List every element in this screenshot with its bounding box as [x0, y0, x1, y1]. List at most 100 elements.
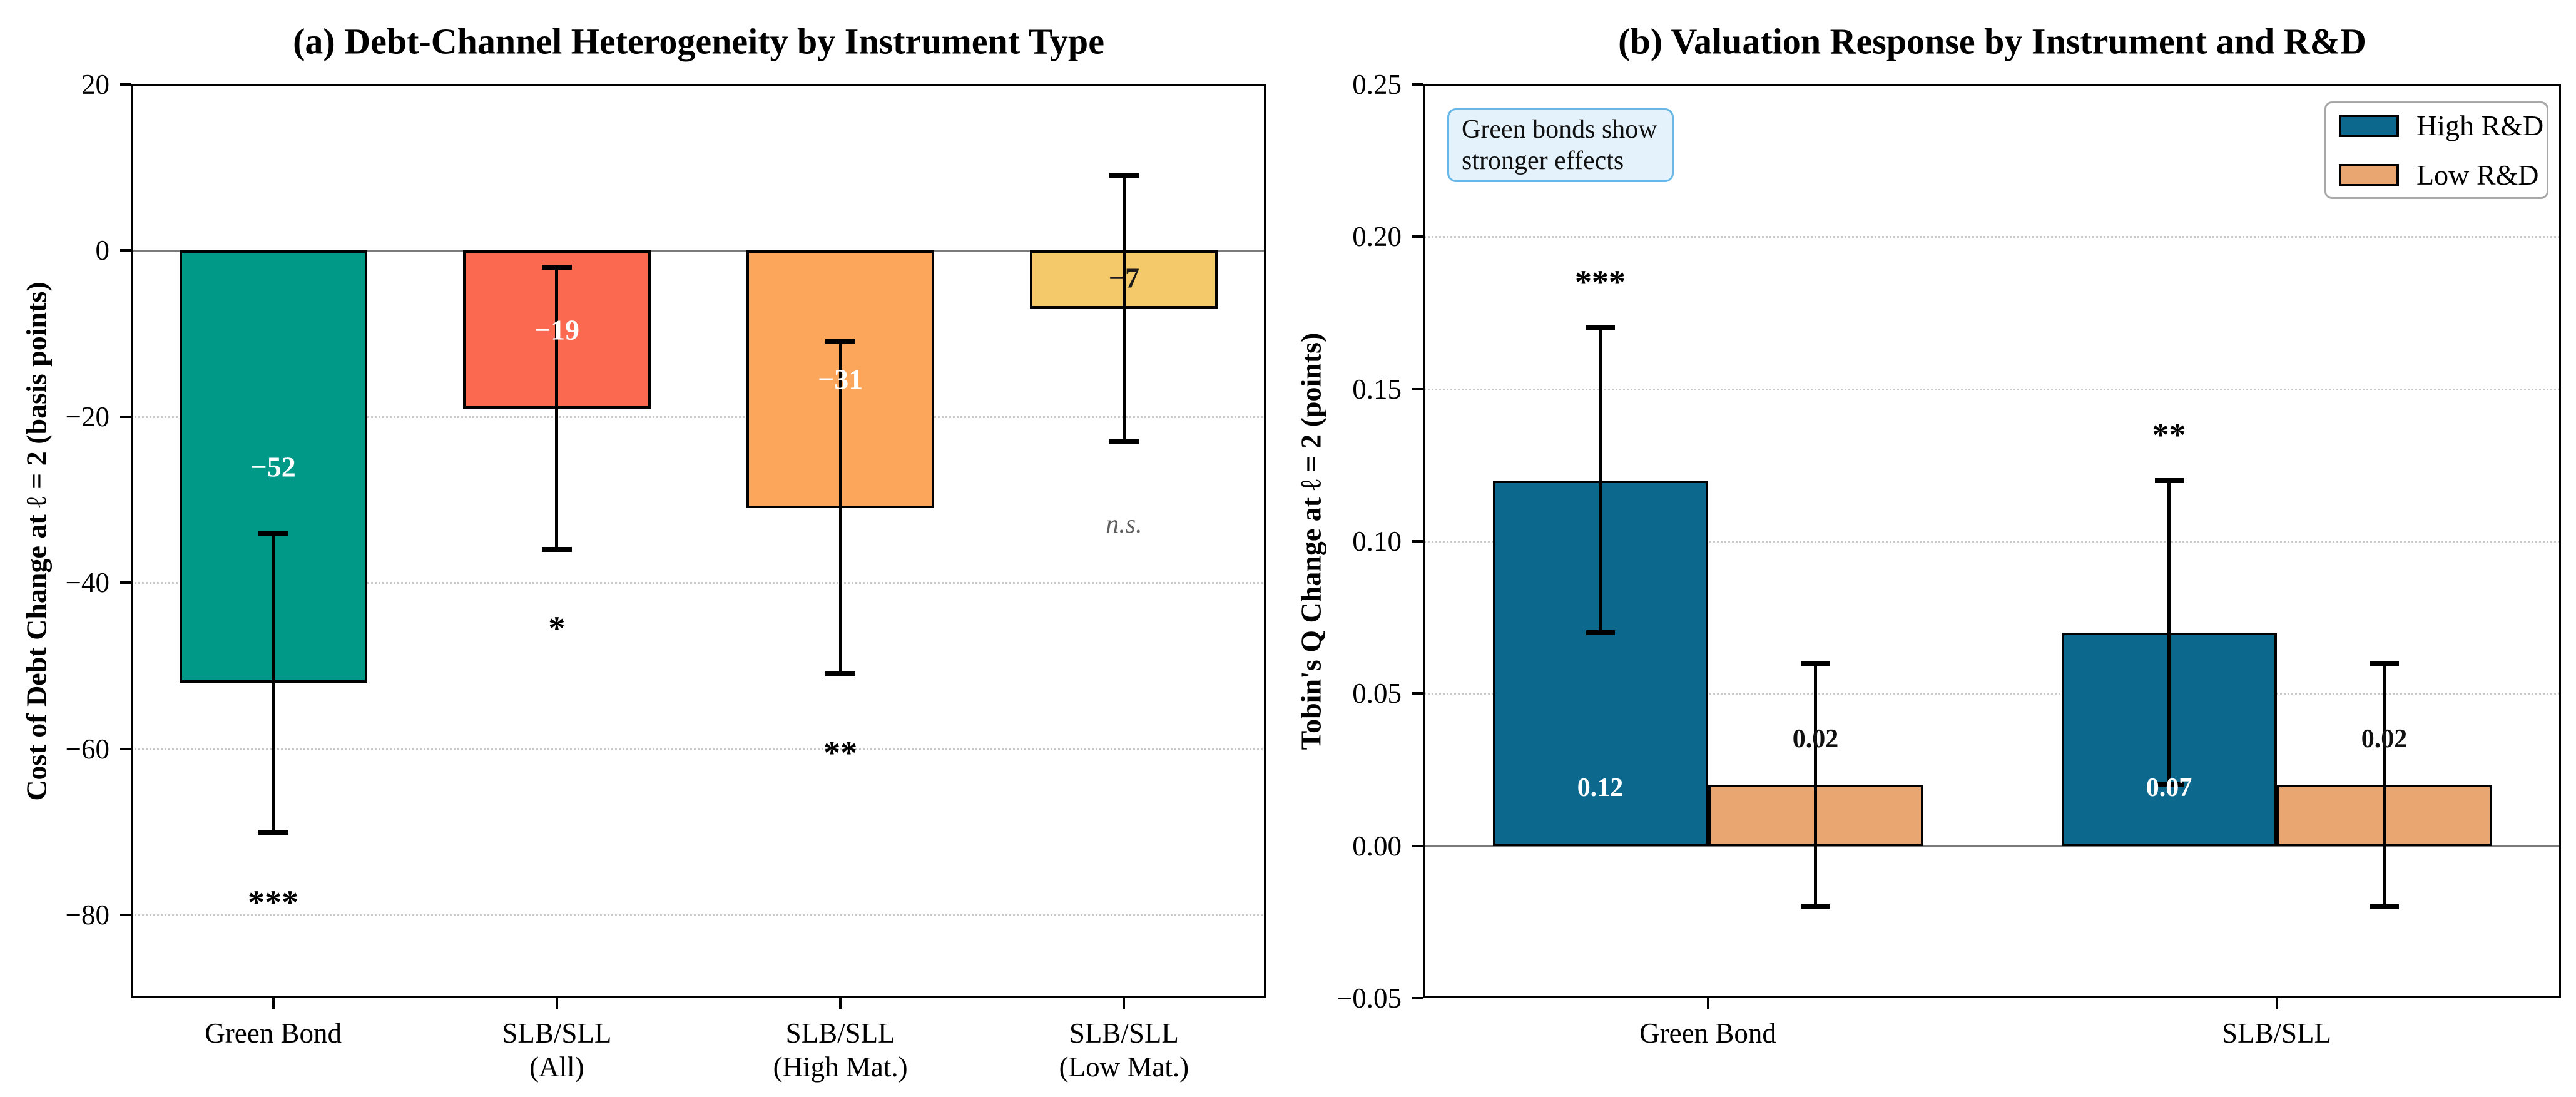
panel-a-zero-line: [131, 249, 1266, 252]
panel-b-y-tick-label: 0.00: [1352, 830, 1402, 862]
panel-b-annotation-line-1: stronger effects: [1462, 146, 1624, 175]
panel-a-bar-value-label-2: −31: [818, 363, 863, 395]
panel-b-error-bar-line-1: [1814, 663, 1817, 907]
panel-a-y-tick-mark: [120, 747, 131, 750]
panel-b-x-tick-label: SLB/SLL: [2221, 1018, 2332, 1049]
panel-b-gridline: [1423, 693, 2561, 695]
panel-b-x-tick-mark: [1706, 998, 1709, 1009]
panel-a-x-tick-mark: [839, 998, 842, 1009]
panel-b-x-tick-label: Green Bond: [1639, 1018, 1776, 1049]
panel-b-y-tick-mark: [1412, 540, 1423, 543]
panel-b-annotation-line-0: Green bonds show: [1462, 115, 1657, 144]
panel-a-y-tick-label: 20: [81, 69, 109, 100]
panel-a-y-tick-mark: [120, 581, 131, 584]
panel-b-significance-label-2: **: [2152, 416, 2186, 454]
panel-b-y-tick-label: 0.05: [1352, 678, 1402, 710]
panel-b-legend-label-1: Low R&D: [2416, 159, 2539, 191]
panel-b-y-axis-label: Tobin's Q Change at ℓ = 2 (points): [1295, 332, 1327, 750]
panel-a-y-tick-mark: [120, 83, 131, 86]
panel-a-y-tick-label: 0: [95, 235, 110, 267]
panel-a-error-bar-cap-2-1: [825, 671, 856, 677]
panel-a-error-bar-line-3: [1122, 176, 1126, 442]
panel-a-x-tick-label: (Low Mat.): [1059, 1051, 1189, 1083]
panel-b-bar-value-label-1: 0.02: [1792, 725, 1839, 754]
panel-a-y-tick-mark: [120, 415, 131, 418]
panel-a-x-tick-label: SLB/SLL: [502, 1018, 612, 1049]
panel-b-legend: High R&D Low R&D: [2324, 101, 2548, 199]
panel-a-error-bar-line-2: [838, 342, 842, 675]
panel-a-gridline: [131, 914, 1266, 917]
panel-b-error-bar-cap-0-1: [1586, 630, 1615, 635]
panel-a-error-bar-cap-0-1: [258, 829, 288, 835]
panel-a-bar-value-label-1: −19: [534, 314, 579, 346]
panel-b-error-bar-cap-3-0: [2370, 660, 2399, 666]
panel-b-bar-0: [1492, 480, 1708, 846]
panel-b-error-bar-line-3: [2383, 663, 2386, 907]
panel-a-x-tick-label: (All): [529, 1051, 584, 1083]
panel-b-y-tick-mark: [1412, 387, 1423, 390]
panel-b-error-bar-cap-3-1: [2370, 904, 2399, 909]
panel-b-error-bar-cap-2-1: [2154, 782, 2184, 788]
panel-b-bar-value-label-3: 0.02: [2361, 725, 2408, 754]
panel-a-error-bar-cap-3-1: [1109, 439, 1139, 444]
panel-b-y-tick-label: 0.20: [1352, 221, 1402, 253]
panel-a-error-bar-cap-0-0: [258, 530, 288, 536]
panel-a-error-bar-line-0: [272, 533, 275, 832]
panel-b-y-tick-mark: [1412, 692, 1423, 695]
panel-b-legend-item-0: High R&D: [2339, 109, 2543, 142]
panel-b-error-bar-cap-1-1: [1801, 904, 1830, 909]
panel-b-y-tick-label: 0.15: [1352, 373, 1402, 405]
panel-a-gridline: [131, 416, 1266, 418]
panel-b-error-bar-cap-1-0: [1801, 660, 1830, 666]
panel-a-title: (a) Debt-Channel Heterogeneity by Instru…: [293, 21, 1104, 62]
panel-a-y-tick-label: −20: [65, 401, 109, 432]
panel-b-gridline: [1423, 541, 2561, 543]
panel-a-x-tick-label: Green Bond: [205, 1018, 342, 1049]
panel-b-bar-value-label-2: 0.07: [2146, 773, 2192, 803]
panel-a-significance-label-0: ***: [248, 884, 299, 922]
panel-a-gridline: [131, 748, 1266, 750]
panel-b-y-tick-mark: [1412, 997, 1423, 999]
panel-a-significance-label-1: *: [548, 610, 566, 648]
panel-b-y-tick-mark: [1412, 83, 1423, 86]
panel-a-x-tick-label: SLB/SLL: [1069, 1018, 1179, 1049]
panel-b-plot-frame: [1423, 84, 2561, 998]
panel-a-y-tick-label: −80: [65, 899, 109, 931]
panel-b-significance-label-0: ***: [1575, 263, 1626, 302]
panel-b-gridline: [1423, 388, 2561, 390]
panel-b-zero-line: [1423, 845, 2561, 847]
panel-b-legend-swatch-1: [2339, 163, 2399, 186]
panel-a-y-tick-label: −60: [65, 733, 109, 765]
panel-a-significance-label-3: n.s.: [1106, 510, 1143, 539]
panel-b-y-tick-mark: [1412, 844, 1423, 847]
panel-a-error-bar-cap-3-0: [1109, 173, 1139, 178]
panel-b-bar-value-label-0: 0.12: [1577, 773, 1624, 803]
panel-b-legend-item-1: Low R&D: [2339, 158, 2539, 191]
panel-a-y-axis-label: Cost of Debt Change at ℓ = 2 (basis poin…: [20, 282, 53, 801]
panel-a-error-bar-line-1: [555, 267, 559, 550]
panel-a-error-bar-cap-1-0: [541, 265, 572, 270]
panel-a-gridline: [131, 582, 1266, 584]
panel-b-error-bar-cap-2-0: [2154, 477, 2184, 483]
panel-b-title: (b) Valuation Response by Instrument and…: [1618, 21, 2366, 62]
panel-a-x-tick-label: (High Mat.): [773, 1051, 908, 1083]
panel-a-plot-frame: [131, 84, 1266, 998]
panel-a-x-tick-mark: [272, 998, 275, 1009]
panel-b-error-bar-line-2: [2167, 480, 2171, 785]
panel-a-x-tick-mark: [1123, 998, 1126, 1009]
panel-a-x-tick-mark: [555, 998, 558, 1009]
panel-a-x-tick-label: SLB/SLL: [785, 1018, 895, 1049]
panel-b-y-tick-label: 0.25: [1352, 69, 1402, 100]
panel-b-error-bar-cap-0-0: [1586, 325, 1615, 331]
panel-a-bar-value-label-0: −52: [250, 451, 296, 483]
panel-a-y-tick-label: −40: [65, 567, 109, 599]
panel-a-bar-value-label-3: −7: [1108, 262, 1139, 294]
panel-a-significance-label-2: **: [823, 734, 858, 772]
panel-b-x-tick-mark: [2275, 998, 2278, 1009]
panel-b-legend-swatch-0: [2339, 114, 2399, 137]
panel-b-y-tick-mark: [1412, 235, 1423, 238]
panel-b-y-tick-label: −0.05: [1336, 982, 1402, 1014]
panel-b-annotation-box: Green bonds show stronger effects: [1447, 108, 1674, 182]
panel-a-error-bar-cap-2-0: [825, 339, 856, 345]
